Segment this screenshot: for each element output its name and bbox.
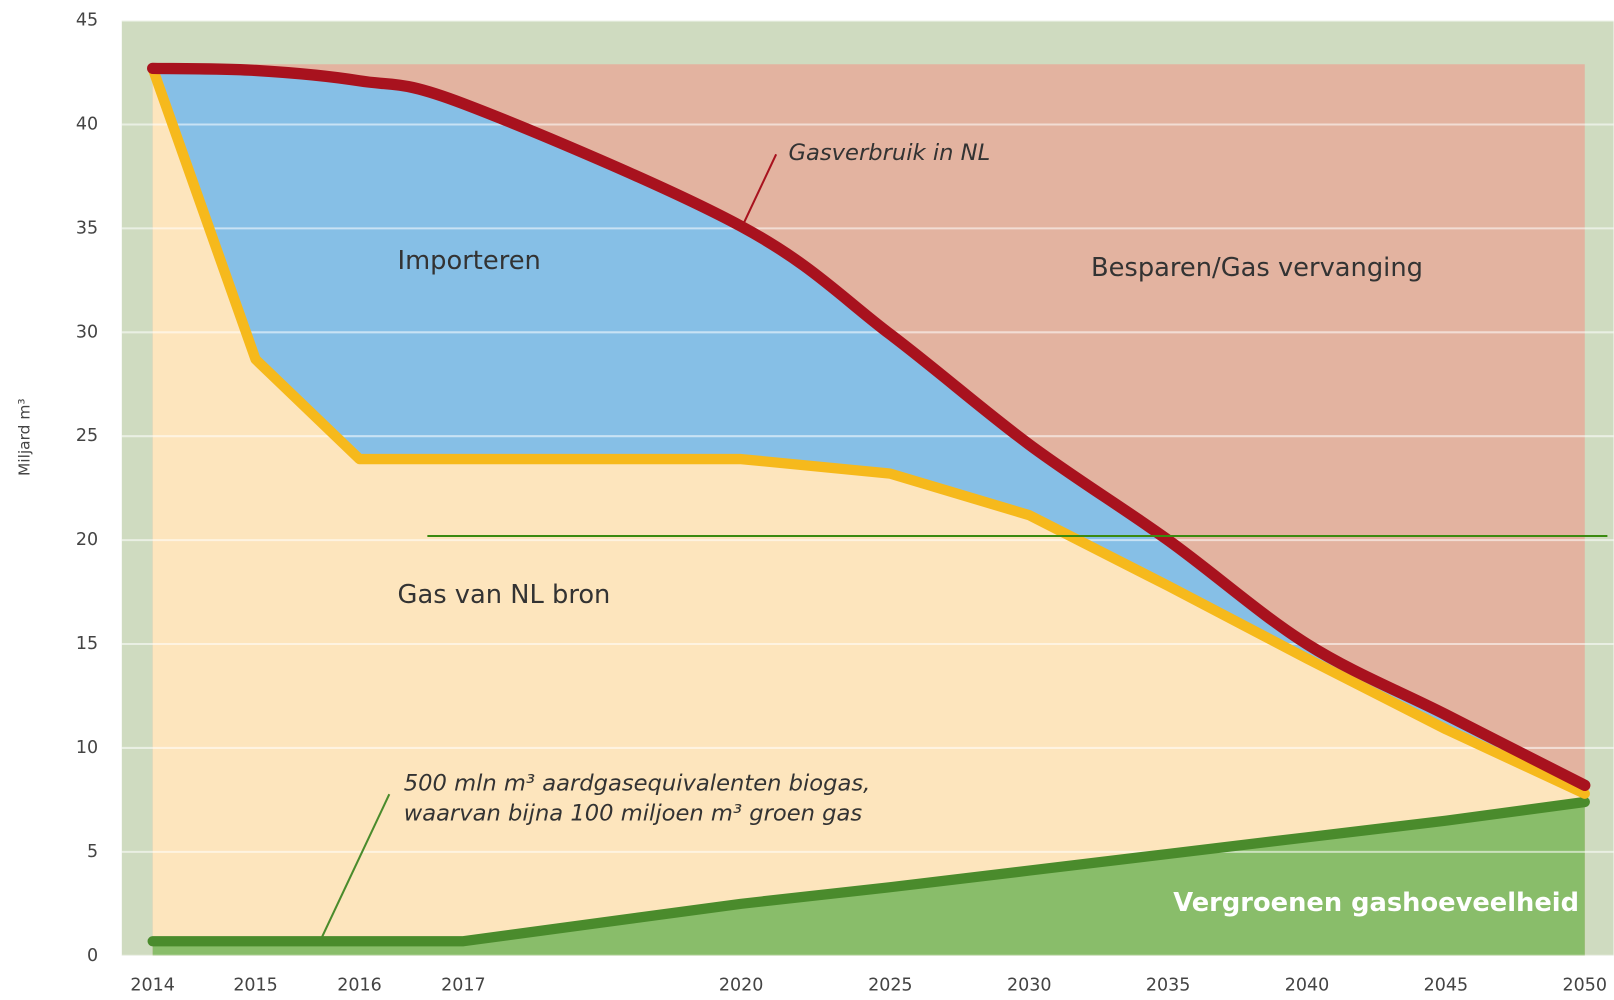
x-tick-label: 2025 xyxy=(868,976,912,996)
y-axis-label: Miljard m³ xyxy=(16,398,34,476)
x-tick-label: 2020 xyxy=(719,976,763,996)
region-label: Gas van NL bron xyxy=(398,580,611,610)
green-area xyxy=(152,801,1585,956)
y-tick-label: 30 xyxy=(76,322,98,342)
y-tick-label: 10 xyxy=(76,738,98,758)
y-tick-label: 35 xyxy=(76,218,98,238)
annotation: Gasverbruik in NL xyxy=(788,140,990,166)
region-label: Importeren xyxy=(398,246,541,276)
x-tick-label: 2040 xyxy=(1285,976,1329,996)
y-tick-label: 0 xyxy=(87,946,98,966)
x-tick-label: 2016 xyxy=(337,976,381,996)
series-line xyxy=(147,796,1590,947)
x-tick-label: 2045 xyxy=(1424,976,1468,996)
x-tick-label: 2017 xyxy=(441,976,485,996)
y-tick-label: 15 xyxy=(76,634,98,654)
x-tick-label: 2014 xyxy=(130,976,174,996)
y-tick-label: 25 xyxy=(76,426,98,446)
series-line xyxy=(147,62,1591,792)
y-tick-label: 45 xyxy=(76,11,98,31)
series-line xyxy=(147,63,1590,799)
annotation-pointer xyxy=(742,153,778,225)
y-tick-label: 40 xyxy=(76,114,98,134)
y-tick-label: 5 xyxy=(87,842,98,862)
x-tick-label: 2050 xyxy=(1563,976,1607,996)
domestic-area xyxy=(152,68,1585,942)
x-tick-label: 2035 xyxy=(1146,976,1190,996)
y-tick-label: 20 xyxy=(76,530,98,550)
x-tick-label: 2030 xyxy=(1007,976,1051,996)
region-label: Besparen/Gas vervanging xyxy=(1091,253,1423,283)
region-label: Vergroenen gashoeveelheid xyxy=(1173,888,1579,918)
x-tick-label: 2015 xyxy=(233,976,277,996)
annotation-pointer xyxy=(320,793,391,939)
annotation: 500 mln m³ aardgasequivalenten biogas, xyxy=(404,770,871,796)
annotation: waarvan bijna 100 miljoen m³ groen gas xyxy=(404,800,863,826)
